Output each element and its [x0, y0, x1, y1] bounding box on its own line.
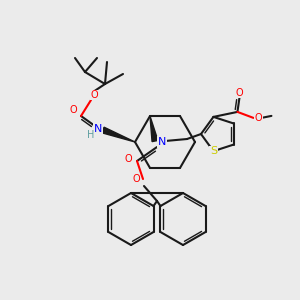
- Text: S: S: [210, 146, 217, 156]
- Text: O: O: [124, 154, 132, 164]
- Polygon shape: [150, 116, 158, 142]
- Text: O: O: [255, 113, 262, 123]
- Text: O: O: [90, 90, 98, 100]
- Text: N: N: [94, 124, 102, 134]
- Text: H: H: [87, 130, 95, 140]
- Polygon shape: [102, 127, 135, 142]
- Text: N: N: [158, 137, 166, 147]
- Text: O: O: [236, 88, 243, 98]
- Text: O: O: [69, 105, 77, 115]
- Text: O: O: [132, 174, 140, 184]
